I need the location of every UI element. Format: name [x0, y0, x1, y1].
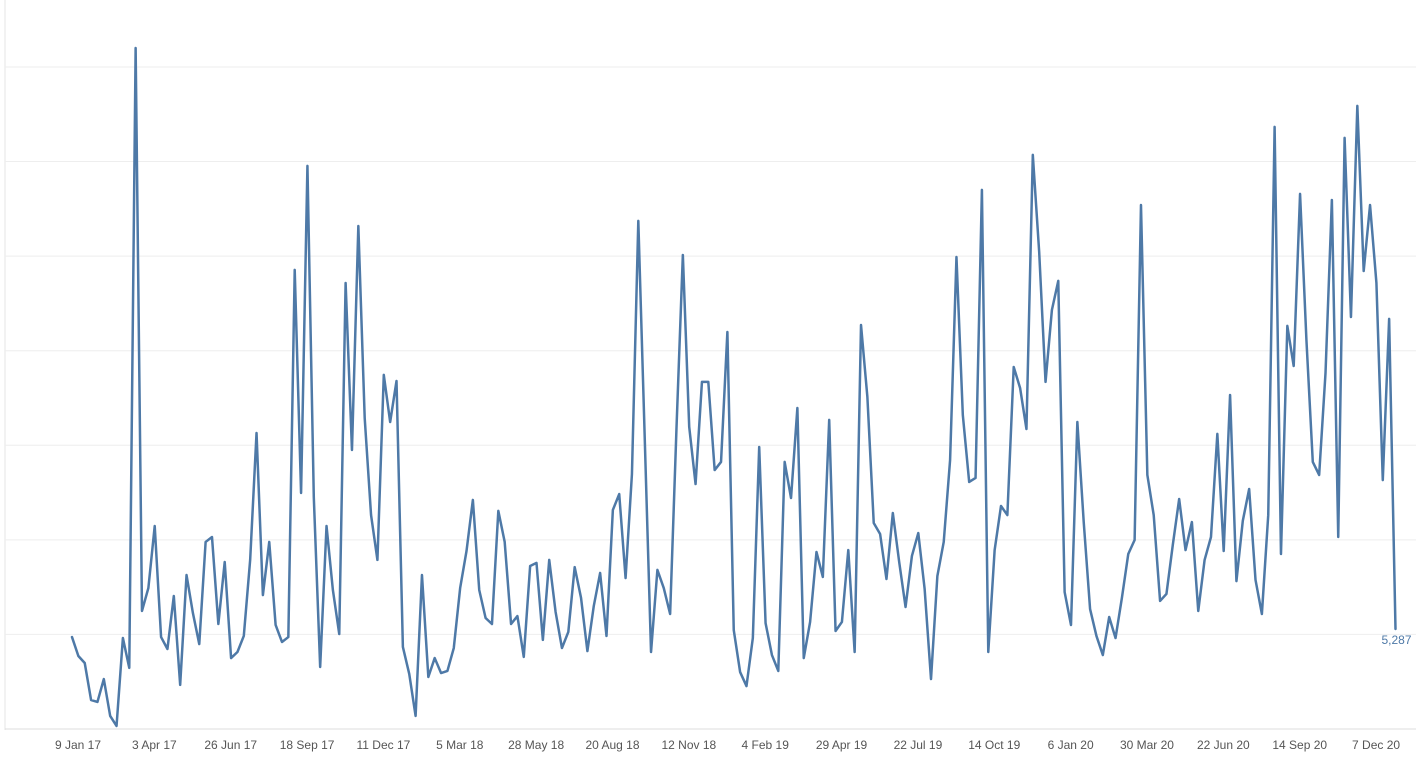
x-tick-label: 4 Feb 19 — [742, 738, 790, 752]
x-tick-label: 28 May 18 — [508, 738, 564, 752]
x-tick-label: 14 Oct 19 — [968, 738, 1020, 752]
line — [70, 46, 1397, 728]
x-tick-label: 22 Jun 20 — [1197, 738, 1250, 752]
x-tick-label: 18 Sep 17 — [280, 738, 335, 752]
x-tick-label: 14 Sep 20 — [1272, 738, 1327, 752]
x-tick-label: 20 Aug 18 — [585, 738, 639, 752]
x-tick-label: 9 Jan 17 — [55, 738, 101, 752]
x-tick-label: 11 Dec 17 — [357, 738, 411, 752]
end-label: 5,287 — [1382, 633, 1412, 647]
x-tick-label: 7 Dec 20 — [1352, 738, 1400, 752]
x-tick-label: 12 Nov 18 — [661, 738, 716, 752]
x-tick-label: 5 Mar 18 — [436, 738, 484, 752]
x-tick-label: 26 Jun 17 — [204, 738, 257, 752]
x-tick-label: 3 Apr 17 — [132, 738, 177, 752]
x-tick-label: 22 Jul 19 — [894, 738, 943, 752]
x-tick-label: 30 Mar 20 — [1120, 738, 1174, 752]
x-tick-label: 29 Apr 19 — [816, 738, 868, 752]
x-tick-label: 6 Jan 20 — [1048, 738, 1094, 752]
